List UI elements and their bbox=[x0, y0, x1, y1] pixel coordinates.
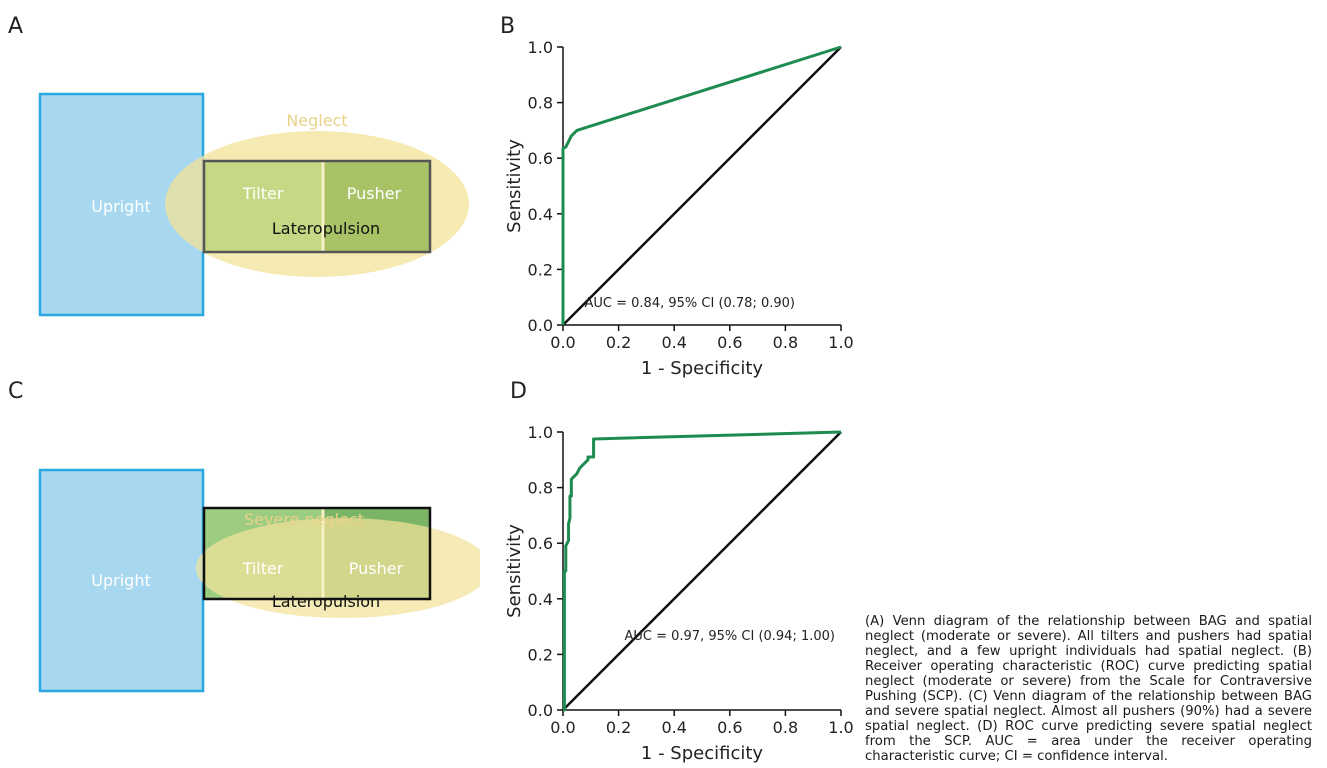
y-tick-label-b-2: 0.4 bbox=[528, 205, 553, 224]
y-tick-label-b-4: 0.8 bbox=[528, 94, 553, 113]
reference-diagonal-b bbox=[562, 46, 842, 326]
x-tick-label-d-0: 0.0 bbox=[550, 718, 575, 737]
roc-chart-d: 0.00.0 0.2 0.2 0.4 0.4 0.6 0.6 0.8 0.8 1.0 1.0 AUC… bbox=[504, 423, 854, 764]
ticks-b: 0.00.0 0.2 0.2 0.4 0.4 0.6 0.6 0.8 0.8 1.0 1.0 bbox=[528, 38, 854, 352]
y-tick-label-b-3: 0.6 bbox=[528, 149, 553, 168]
panel-letter-d: D bbox=[510, 379, 527, 404]
roc-curve-d bbox=[562, 430, 842, 712]
lateropulsion-box-c bbox=[202, 506, 432, 601]
y-tick-label-d-4: 0.8 bbox=[528, 479, 553, 498]
upright-region-c bbox=[38, 468, 205, 693]
series-b bbox=[561, 45, 842, 326]
x-tick-label-b-0: 0.0 bbox=[550, 333, 575, 352]
y-tick-label-d-1: 0.2 bbox=[528, 645, 553, 664]
panel-letter-c: C bbox=[8, 379, 24, 404]
pusher-region-a bbox=[324, 161, 430, 252]
lateropulsion-label-c: Lateropulsion bbox=[272, 592, 380, 611]
y-tick-label-b-5: 1.0 bbox=[528, 38, 553, 57]
lateropulsion-label-a: Lateropulsion bbox=[272, 219, 380, 238]
x-tick-label-d-4: 0.8 bbox=[773, 718, 798, 737]
x-tick-label-b-3: 0.6 bbox=[717, 333, 742, 352]
severe-neglect-ellipse-c bbox=[196, 518, 480, 618]
y-axis-label-b: Sensitivity bbox=[504, 139, 525, 233]
x-axis-label-b: 1 - Specificity bbox=[641, 358, 764, 379]
lateropulsion-box-a bbox=[202, 159, 432, 254]
tilter-label-c: Tilter bbox=[242, 559, 284, 578]
y-tick-label-d-0: 0.0 bbox=[528, 701, 553, 720]
x-axis-label-d: 1 - Specificity bbox=[641, 743, 764, 764]
series-d bbox=[562, 430, 842, 712]
y-axis-label-d: Sensitivity bbox=[504, 524, 525, 618]
roc-chart-b: 0.00.0 0.2 0.2 0.4 0.4 0.6 0.6 0.8 0.8 1.0 1.0 AUC… bbox=[504, 38, 854, 379]
neglect-label-a: Neglect bbox=[286, 111, 347, 130]
x-tick-label-b-5: 1.0 bbox=[828, 333, 853, 352]
tilter-region-a bbox=[204, 161, 324, 252]
severe-neglect-label-c: Severe neglect bbox=[244, 510, 364, 529]
tilter-label-a: Tilter bbox=[242, 184, 284, 203]
x-tick-label-d-3: 0.6 bbox=[717, 718, 742, 737]
x-tick-label-b-4: 0.8 bbox=[773, 333, 798, 352]
roc-curve-b bbox=[561, 45, 842, 325]
venn-diagrams: Upright Neglect Tilter Pusher Lateropuls… bbox=[38, 92, 480, 693]
y-tick-label-d-5: 1.0 bbox=[528, 423, 553, 442]
auc-annotation-b: AUC = 0.84, 95% CI (0.78; 0.90) bbox=[585, 296, 795, 311]
panel-letter-a: A bbox=[8, 14, 24, 39]
panel-letter-b: B bbox=[500, 14, 516, 39]
y-tick-label-d-3: 0.6 bbox=[528, 534, 553, 553]
venn-c: Upright Severe neglect Tilter Pusher Lat… bbox=[38, 468, 480, 693]
y-tick-label-b-1: 0.2 bbox=[528, 260, 553, 279]
y-tick-label-d-2: 0.4 bbox=[528, 590, 553, 609]
x-tick-label-b-2: 0.4 bbox=[661, 333, 686, 352]
auc-annotation-d: AUC = 0.97, 95% CI (0.94; 1.00) bbox=[625, 629, 835, 644]
reference-diagonal-d bbox=[562, 431, 842, 711]
x-tick-label-b-1: 0.2 bbox=[606, 333, 631, 352]
y-tick-label-b-0: 0.0 bbox=[528, 316, 553, 335]
pusher-label-c: Pusher bbox=[349, 559, 404, 578]
upright-label-c: Upright bbox=[91, 571, 150, 590]
venn-a: Upright Neglect Tilter Pusher Lateropuls… bbox=[38, 92, 469, 317]
x-tick-label-d-2: 0.4 bbox=[661, 718, 686, 737]
pusher-label-a: Pusher bbox=[347, 184, 402, 203]
ticks-d: 0.00.0 0.2 0.2 0.4 0.4 0.6 0.6 0.8 0.8 1.0 1.0 bbox=[528, 423, 854, 737]
x-tick-label-d-5: 1.0 bbox=[828, 718, 853, 737]
upright-label-a: Upright bbox=[91, 197, 150, 216]
x-tick-label-d-1: 0.2 bbox=[606, 718, 631, 737]
figure-caption: (A) Venn diagram of the relationship bet… bbox=[865, 614, 1312, 764]
